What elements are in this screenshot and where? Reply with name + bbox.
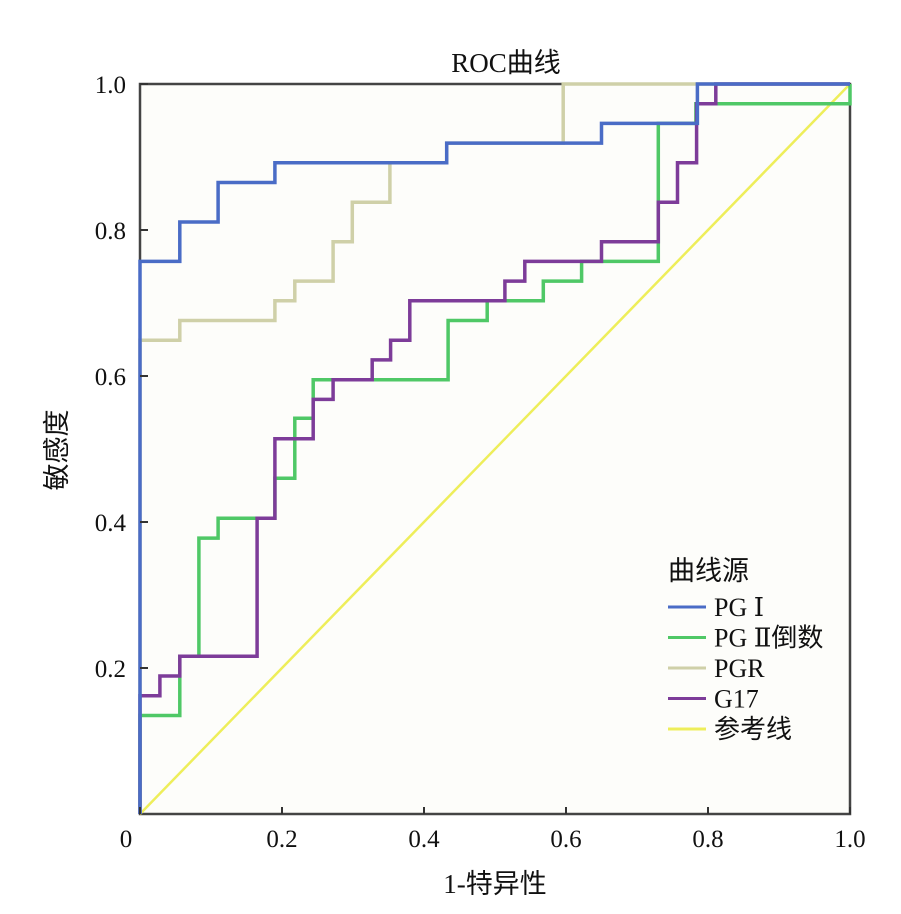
x-tick-label: 0.8 <box>692 826 723 853</box>
series-line-PG-Ⅱ倒数 <box>138 84 852 814</box>
legend-label: PG Ⅱ倒数 <box>714 624 823 653</box>
y-tick-label: 0.2 <box>95 656 126 683</box>
x-tick-label: 1.0 <box>834 826 865 853</box>
legend-label: 参考线 <box>714 715 792 744</box>
x-axis-label: 1-特异性 <box>443 869 547 899</box>
series-line-G17 <box>138 82 850 814</box>
y-tick-label: 0.4 <box>95 510 127 537</box>
series-line-PG-Ⅰ <box>138 82 850 814</box>
y-tick-label: 0.8 <box>95 218 126 245</box>
legend-label: G17 <box>714 685 759 714</box>
y-tick-label: 1.0 <box>95 72 126 99</box>
y-tick-label: 0.6 <box>95 364 126 391</box>
x-tick-label: 0.2 <box>266 826 297 853</box>
legend-label: PGR <box>714 654 765 683</box>
y-axis-label: 敏感度 <box>42 410 72 491</box>
x-tick-label: 0.4 <box>408 826 440 853</box>
x-tick-label: 0 <box>120 826 133 853</box>
series-line-参考线 <box>139 83 851 815</box>
legend-label: PG Ⅰ <box>714 593 764 622</box>
legend-title: 曲线源 <box>668 556 749 586</box>
chart-title: ROC曲线 <box>451 48 561 78</box>
x-tick-label: 0.6 <box>550 826 581 853</box>
